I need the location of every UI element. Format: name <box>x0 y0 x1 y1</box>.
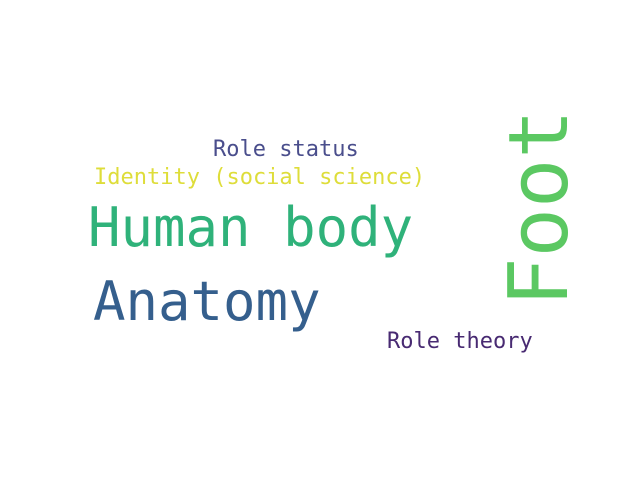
word-role-status: Role status <box>213 137 359 162</box>
word-human-body: Human body <box>88 196 414 259</box>
word-foot: Foot <box>492 109 587 307</box>
word-role-theory: Role theory <box>387 329 533 354</box>
word-identity-social-science: Identity (social science) <box>94 165 426 190</box>
word-anatomy: Anatomy <box>93 270 321 333</box>
